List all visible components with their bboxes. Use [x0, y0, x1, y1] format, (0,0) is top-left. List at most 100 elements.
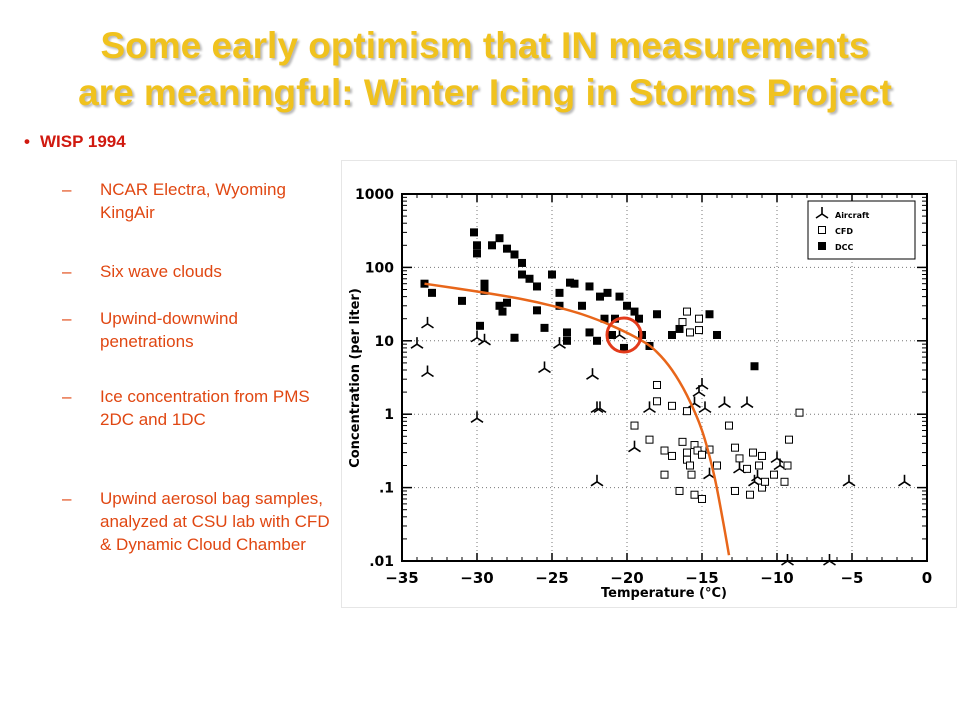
cfd-point — [653, 380, 661, 389]
dcc-point — [713, 330, 721, 339]
cfd-point — [783, 461, 792, 470]
cfd-point — [660, 470, 669, 479]
title-line-1: Some early optimism that IN measurements — [100, 25, 870, 66]
legend-label: Aircraft — [835, 211, 869, 220]
x-tick-label: −10 — [760, 569, 793, 587]
legend-marker-aircraft — [815, 207, 829, 219]
dcc-point — [476, 321, 484, 330]
aircraft-point — [586, 368, 599, 380]
aircraft-point — [770, 451, 784, 464]
aircraft-point — [781, 554, 794, 566]
aircraft-point — [593, 401, 607, 414]
x-axis-label: Temperature (°C) — [601, 586, 727, 601]
cfd-point — [630, 421, 639, 430]
dcc-point — [518, 258, 526, 267]
dcc-point — [603, 288, 612, 297]
x-tick-labels: −35 −30 −25 −20 −15 −10 −5 0 — [385, 569, 932, 587]
cfd-point — [725, 421, 733, 430]
dcc-point — [653, 310, 661, 319]
dcc-point — [615, 292, 624, 301]
sub-item-text: Upwind-downwind penetrations — [100, 309, 238, 351]
cfd-point — [683, 307, 691, 316]
legend-label: CFD — [835, 227, 853, 236]
slide-title: Some early optimism that IN measurements… — [20, 22, 950, 116]
cfd-point — [735, 454, 744, 463]
dcc-point — [750, 362, 759, 371]
dcc-point — [593, 336, 601, 345]
dcc-point — [548, 270, 556, 279]
cfd-point — [686, 328, 694, 337]
cfd-point — [686, 461, 694, 470]
legend-marker-dcc — [818, 242, 826, 250]
sub-item-text: Six wave clouds — [100, 262, 222, 281]
dcc-point — [503, 244, 511, 253]
dcc-point — [495, 234, 504, 243]
cfd-point — [653, 397, 661, 406]
cfd-point — [795, 408, 804, 417]
dcc-point — [563, 336, 571, 345]
sub-item-text: NCAR Electra, Wyoming KingAir — [100, 180, 286, 222]
aircraft-point — [698, 401, 712, 414]
dcc-point — [470, 228, 478, 237]
dcc-point — [480, 286, 489, 295]
dash-icon: – — [62, 180, 72, 199]
aircraft-point — [538, 361, 551, 374]
x-tick-label: −5 — [840, 569, 863, 587]
cfd-point — [770, 470, 778, 479]
cfd-point — [687, 470, 696, 479]
x-tick-label: −20 — [610, 569, 643, 587]
cfd-point — [749, 448, 757, 457]
cfd-point — [746, 490, 754, 499]
title-line-2: are meaningful: Winter Icing in Storms P… — [78, 72, 892, 113]
aircraft-point — [421, 316, 434, 329]
cfd-point — [660, 446, 669, 455]
aircraft-point — [470, 411, 484, 423]
dcc-point — [518, 270, 526, 279]
cfd-point — [698, 494, 706, 503]
cfd-point — [668, 401, 676, 410]
dcc-point — [488, 241, 496, 250]
aircraft-point — [410, 337, 424, 349]
dcc-point — [503, 298, 511, 307]
plot-border — [401, 193, 928, 562]
sub-item-text: Upwind aerosol bag samples, analyzed at … — [100, 489, 330, 554]
aircraft-point — [470, 330, 484, 343]
legend-marker-cfd — [818, 226, 826, 234]
aircraft-point — [718, 396, 731, 409]
x-tick-label: −35 — [385, 569, 418, 587]
dcc-point — [458, 296, 466, 305]
cfd-point — [731, 486, 739, 495]
aircraft-point — [421, 365, 434, 378]
y-tick-label: .01 — [369, 554, 394, 570]
dcc-point — [510, 333, 519, 342]
dcc-point — [480, 279, 489, 288]
dcc-point — [533, 282, 541, 291]
fit-curve — [424, 282, 731, 556]
chart-frame: −35 −30 −25 −20 −15 −10 −5 0 1000 100 10 1 .1 .01 Te… — [341, 160, 957, 608]
bullet-label: WISP 1994 — [40, 132, 126, 151]
y-tick-label: 1000 — [355, 187, 394, 203]
aircraft-point — [842, 474, 856, 487]
cfd-point — [731, 443, 739, 452]
y-axis-label: Concentration (per liter) — [348, 288, 363, 468]
sub-item-text: Ice concentration from PMS 2DC and 1DC — [100, 387, 310, 429]
dash-icon: – — [62, 387, 72, 406]
dash-icon: – — [62, 489, 72, 508]
dcc-point — [596, 292, 604, 301]
cfd-point — [675, 486, 684, 495]
cfd-point — [678, 318, 687, 327]
y-tick-label: 1 — [384, 407, 394, 423]
dcc-point — [668, 330, 676, 339]
dcc-point — [630, 307, 639, 316]
dcc-point — [585, 328, 594, 337]
dcc-point — [563, 328, 571, 337]
cfd-point — [683, 407, 691, 416]
dcc-point — [675, 324, 684, 333]
dcc-point — [623, 301, 631, 310]
x-tick-label: −15 — [685, 569, 718, 587]
cfd-point — [785, 435, 793, 444]
dcc-point — [473, 249, 481, 258]
y-tick-label: 10 — [375, 334, 395, 350]
cfd-point — [761, 477, 769, 486]
dcc-point — [540, 323, 549, 332]
